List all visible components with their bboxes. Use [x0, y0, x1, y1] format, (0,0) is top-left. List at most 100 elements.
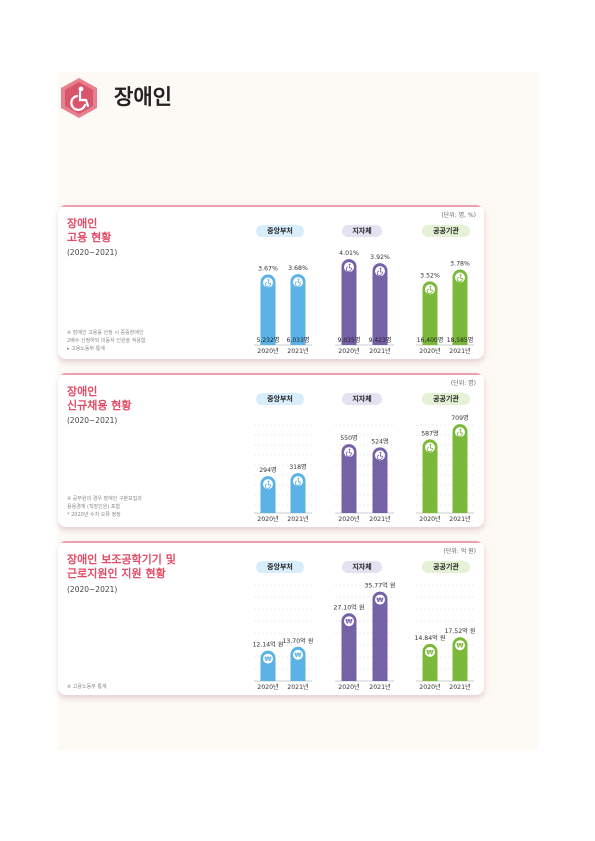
group-label-local: 지자체: [342, 225, 382, 237]
won-icon: ₩: [375, 594, 385, 605]
wheelchair-icon: [375, 450, 385, 461]
data-label: 550명: [340, 434, 358, 442]
bar-local-0: [341, 444, 357, 513]
data-label: 318명: [289, 463, 307, 471]
bar-central-0: [260, 274, 276, 345]
data-label: 3.68%: [288, 265, 308, 272]
bar: [372, 447, 388, 513]
data-label: 13.70억 원: [282, 637, 313, 645]
wheelchair-icon: [344, 447, 354, 458]
wheelchair-icon: [425, 284, 435, 295]
unit-label: (단위: 억 원): [443, 548, 476, 555]
group-label-public: 공공기관: [422, 393, 470, 405]
wheelchair-icon: [263, 277, 273, 288]
wheelchair-icon: [293, 476, 303, 487]
bar-central-1: [290, 473, 306, 513]
wheelchair-icon: [293, 277, 303, 288]
data-label: 17.52억 원: [444, 627, 475, 635]
group-label-central: 중앙부처: [256, 393, 304, 405]
panel-title-line: 신규채용 현황: [67, 399, 132, 412]
bar-base: [260, 337, 276, 345]
data-label: 14.84억 원: [414, 634, 445, 642]
panel-period: (2020~2021): [67, 248, 118, 257]
wheelchair-icon: [455, 427, 465, 438]
bar: [260, 274, 276, 345]
bar-base: [422, 505, 438, 513]
panel-title-line: 장애인: [67, 385, 98, 398]
wheelchair-icon: [425, 442, 435, 453]
bar-base: [260, 505, 276, 513]
category-label: 2021년: [287, 515, 309, 523]
data-label: 27.10억 원: [333, 603, 364, 611]
category-label: 2020년: [419, 515, 441, 523]
wheelchair-icon: [344, 262, 354, 273]
bar-local-0: ₩: [341, 613, 357, 681]
bar-public-1: [452, 269, 468, 345]
bar-base: [422, 673, 438, 681]
bar: [422, 439, 438, 513]
page-title: 장애인: [114, 85, 172, 109]
category-label: 2021년: [287, 683, 309, 691]
note-line: ▸ 고용노동부 통계: [67, 346, 105, 352]
category-label: 2021년: [369, 683, 391, 691]
data-label: 524명: [371, 437, 389, 445]
svg-text:₩: ₩: [294, 651, 302, 659]
group-label-central: 중앙부처: [256, 225, 304, 237]
bar: [452, 269, 468, 345]
category-label: 2021년: [369, 515, 391, 523]
data-label: 12.14억 원: [252, 641, 283, 649]
svg-text:₩: ₩: [376, 596, 384, 604]
category-label: 2021년: [449, 683, 471, 691]
panel-period: (2020~2021): [67, 416, 118, 425]
category-label: 2020년: [338, 515, 360, 523]
category-label: 2020년: [257, 515, 279, 523]
won-icon: ₩: [263, 653, 273, 664]
bar-central-1: [290, 274, 306, 345]
bar-local-1: [372, 447, 388, 513]
bar-public-0: [422, 281, 438, 345]
category-label: 2021년: [449, 515, 471, 523]
data-label: 709명: [451, 414, 469, 422]
new-hire-panel: 장애인 신규채용 현황 (2020~2021) (단위: 명) ※ 공무원의 경…: [58, 373, 484, 527]
category-label: 2020년: [338, 347, 360, 355]
bar: [422, 281, 438, 345]
data-label: 3.78%: [450, 261, 470, 268]
bar-base: [372, 673, 388, 681]
count-label: 9,035명: [338, 336, 361, 344]
bar: [341, 613, 357, 681]
group-label-public: 공공기관: [422, 225, 470, 237]
bar-central-1: ₩: [290, 646, 306, 681]
data-label: 3.92%: [370, 254, 390, 261]
note-line: * 2020년 수치 오류 정정: [67, 512, 121, 518]
bar-public-1: [452, 424, 468, 513]
unit-label: (단위: 명): [450, 380, 476, 387]
bar: [290, 274, 306, 345]
panel-period: (2020~2021): [67, 585, 118, 594]
svg-text:₩: ₩: [456, 642, 464, 650]
note-line: ※ 장애인 고용률 산정 시 중증장애인: [67, 330, 144, 336]
group-label-public: 공공기관: [422, 561, 470, 573]
bar-base: [422, 337, 438, 345]
employment-panel: 장애인 고용 현황 (2020~2021) (단위: 명, %) ※ 장애인 고…: [58, 205, 484, 359]
panel-top-border: [58, 373, 484, 375]
won-icon: ₩: [455, 640, 465, 651]
svg-text:₩: ₩: [264, 655, 272, 663]
bar-base: [290, 337, 306, 345]
note-line: 2배수 산정하되 미동자 인원을 적용함: [67, 338, 146, 344]
data-label: 35.77억 원: [364, 582, 395, 590]
bar-public-0: [422, 439, 438, 513]
count-label: 9,423명: [369, 336, 392, 344]
panel-title: 장애인 보조공학기기 및 근로지원인 지원 현황: [67, 553, 176, 581]
data-label: 3.67%: [258, 266, 278, 273]
svg-text:₩: ₩: [345, 618, 353, 626]
bar-base: [372, 505, 388, 513]
employment-chart: 3.67% 5,232명 2020년 3.68% 6,033명 2021년 4.01% 9,0…: [254, 250, 474, 355]
note-line: 용용경재 (직장인원) 포함: [67, 504, 121, 510]
bar: [341, 259, 357, 345]
panel-notes: ※ 공무원의 경우 장애인 구분모집과 용용경재 (직장인원) 포함 * 202…: [67, 495, 142, 519]
bar-base: [372, 337, 388, 345]
bar-base: [452, 673, 468, 681]
unit-label: (단위: 명, %): [441, 212, 476, 219]
category-label: 2021년: [449, 347, 471, 355]
data-label: 3.52%: [420, 272, 440, 279]
